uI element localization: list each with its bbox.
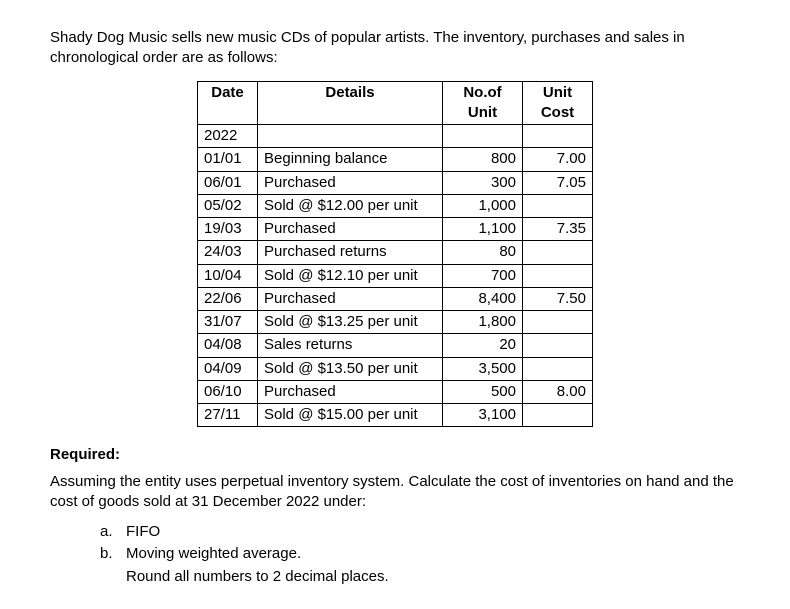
cell-details: Sold @ $13.50 per unit: [258, 357, 443, 380]
cell-cost: [523, 357, 593, 380]
table-row: 22/06 Purchased 8,400 7.50: [198, 287, 593, 310]
cell-cost: 7.35: [523, 218, 593, 241]
cell-details: Sold @ $12.10 per unit: [258, 264, 443, 287]
cell-units: 300: [443, 171, 523, 194]
table-row: 06/10 Purchased 500 8.00: [198, 380, 593, 403]
cell-date: 06/10: [198, 380, 258, 403]
header-units-line2: Unit: [449, 103, 516, 123]
table-body: 2022 01/01 Beginning balance 800 7.00 06…: [198, 125, 593, 427]
cell-details: Beginning balance: [258, 148, 443, 171]
cell-date: 22/06: [198, 287, 258, 310]
cell-units: 80: [443, 241, 523, 264]
intro-paragraph: Shady Dog Music sells new music CDs of p…: [50, 28, 740, 69]
empty-cell: [443, 125, 523, 148]
empty-cell: [258, 125, 443, 148]
cell-cost: 7.50: [523, 287, 593, 310]
cell-details: Purchased: [258, 287, 443, 310]
cell-units: 3,500: [443, 357, 523, 380]
list-item: b. Moving weighted average.: [100, 544, 740, 564]
cell-date: 27/11: [198, 404, 258, 427]
cell-cost: [523, 334, 593, 357]
cell-cost: 7.00: [523, 148, 593, 171]
year-cell: 2022: [198, 125, 258, 148]
question-page: Shady Dog Music sells new music CDs of p…: [0, 0, 790, 609]
inventory-table: Date Details No.of Unit Unit Cost 2022: [197, 81, 593, 428]
table-header-row: Date Details No.of Unit Unit Cost: [198, 81, 593, 125]
cell-units: 1,800: [443, 311, 523, 334]
list-note: Round all numbers to 2 decimal places.: [100, 567, 740, 587]
table-row: 24/03 Purchased returns 80: [198, 241, 593, 264]
list-item: a. FIFO: [100, 522, 740, 542]
cell-date: 10/04: [198, 264, 258, 287]
cell-cost: [523, 264, 593, 287]
list-marker-empty: [100, 567, 118, 587]
required-heading: Required:: [50, 445, 740, 465]
cell-units: 1,100: [443, 218, 523, 241]
header-cost: Unit Cost: [523, 81, 593, 125]
cell-date: 04/09: [198, 357, 258, 380]
header-date: Date: [198, 81, 258, 125]
cell-units: 1,000: [443, 194, 523, 217]
cell-details: Purchased: [258, 171, 443, 194]
table-row: 27/11 Sold @ $15.00 per unit 3,100: [198, 404, 593, 427]
cell-units: 20: [443, 334, 523, 357]
list-text: Moving weighted average.: [126, 544, 301, 564]
cell-cost: [523, 241, 593, 264]
cell-date: 31/07: [198, 311, 258, 334]
cell-cost: [523, 194, 593, 217]
cell-details: Sold @ $15.00 per unit: [258, 404, 443, 427]
year-row: 2022: [198, 125, 593, 148]
cell-date: 04/08: [198, 334, 258, 357]
cell-date: 19/03: [198, 218, 258, 241]
cell-date: 05/02: [198, 194, 258, 217]
cell-cost: [523, 404, 593, 427]
table-row: 19/03 Purchased 1,100 7.35: [198, 218, 593, 241]
list-marker: b.: [100, 544, 118, 564]
cell-date: 24/03: [198, 241, 258, 264]
cell-cost: 8.00: [523, 380, 593, 403]
table-row: 10/04 Sold @ $12.10 per unit 700: [198, 264, 593, 287]
cell-details: Sales returns: [258, 334, 443, 357]
cell-details: Purchased returns: [258, 241, 443, 264]
cell-details: Purchased: [258, 218, 443, 241]
table-row: 31/07 Sold @ $13.25 per unit 1,800: [198, 311, 593, 334]
table-row: 06/01 Purchased 300 7.05: [198, 171, 593, 194]
header-cost-line2: Cost: [529, 103, 586, 123]
cell-details: Purchased: [258, 380, 443, 403]
cell-details: Sold @ $13.25 per unit: [258, 311, 443, 334]
table-row: 01/01 Beginning balance 800 7.00: [198, 148, 593, 171]
table-row: 05/02 Sold @ $12.00 per unit 1,000: [198, 194, 593, 217]
header-details: Details: [258, 81, 443, 125]
inventory-table-wrap: Date Details No.of Unit Unit Cost 2022: [50, 81, 740, 428]
cell-details: Sold @ $12.00 per unit: [258, 194, 443, 217]
header-units-line1: No.of: [449, 83, 516, 103]
empty-cell: [523, 125, 593, 148]
cell-date: 06/01: [198, 171, 258, 194]
cell-units: 8,400: [443, 287, 523, 310]
cell-units: 700: [443, 264, 523, 287]
table-row: 04/09 Sold @ $13.50 per unit 3,500: [198, 357, 593, 380]
list-text: FIFO: [126, 522, 160, 542]
header-units: No.of Unit: [443, 81, 523, 125]
header-cost-line1: Unit: [529, 83, 586, 103]
cell-cost: [523, 311, 593, 334]
list-marker: a.: [100, 522, 118, 542]
cell-units: 800: [443, 148, 523, 171]
cell-units: 500: [443, 380, 523, 403]
cell-cost: 7.05: [523, 171, 593, 194]
cell-date: 01/01: [198, 148, 258, 171]
required-text: Assuming the entity uses perpetual inven…: [50, 472, 740, 513]
required-list: a. FIFO b. Moving weighted average. Roun…: [50, 522, 740, 587]
cell-units: 3,100: [443, 404, 523, 427]
table-row: 04/08 Sales returns 20: [198, 334, 593, 357]
list-note-text: Round all numbers to 2 decimal places.: [126, 567, 389, 587]
